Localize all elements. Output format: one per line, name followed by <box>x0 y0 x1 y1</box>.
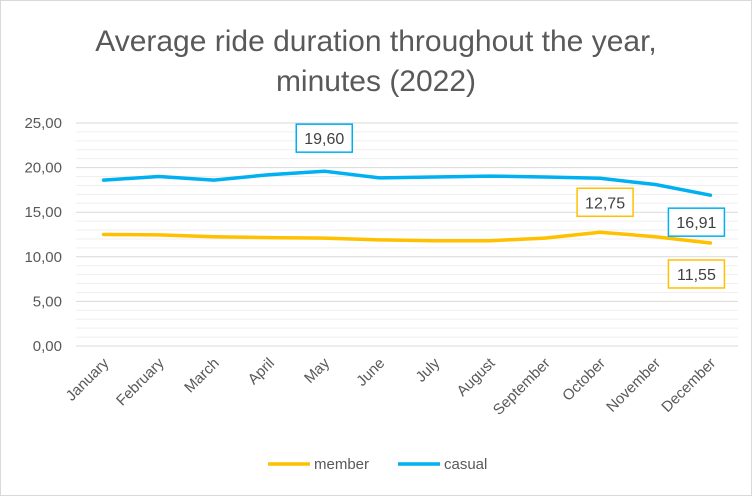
series-lines <box>101 169 713 245</box>
x-tick-label: March <box>181 355 222 396</box>
x-tick-label: October <box>559 355 609 405</box>
y-tick-label: 15,00 <box>24 204 62 221</box>
y-tick-label: 25,00 <box>24 115 62 132</box>
y-tick-label: 20,00 <box>24 160 62 177</box>
legend-label: member <box>314 456 369 473</box>
data-label-box <box>295 123 353 153</box>
data-label-callout: 19,60 <box>295 123 353 153</box>
x-tick-label: August <box>454 354 500 400</box>
series-line-casual <box>101 169 713 197</box>
data-label: 11,55 <box>677 267 716 284</box>
data-label-callout: 16,91 <box>667 207 726 237</box>
data-label-callout: 11,55 <box>667 259 726 289</box>
legend: member casual <box>268 456 487 473</box>
chart-title-line-1: Average ride duration throughout the yea… <box>95 25 657 58</box>
x-axis-tick-labels: January February March April May June July Augu… <box>63 354 720 418</box>
y-tick-label: 5,00 <box>33 293 62 310</box>
legend-entry-casual: casual <box>398 456 487 473</box>
data-label: 16,91 <box>676 215 716 232</box>
gridlines <box>76 122 738 347</box>
x-tick-label: September <box>490 355 554 419</box>
x-tick-label: June <box>353 355 388 390</box>
data-label: 19,60 <box>304 131 344 148</box>
y-tick-label: 0,00 <box>33 338 62 355</box>
x-tick-label: July <box>413 354 444 385</box>
data-label: 12,75 <box>585 195 625 212</box>
y-axis-tick-labels: 25,00 20,00 15,00 10,00 5,00 0,00 <box>24 115 62 355</box>
data-label-box <box>667 259 726 289</box>
data-label-box <box>667 207 726 237</box>
x-tick-label: February <box>113 354 168 409</box>
series-line-member <box>101 230 713 245</box>
x-tick-label: November <box>603 355 664 416</box>
x-tick-label: May <box>301 354 333 386</box>
data-label-box <box>576 187 634 218</box>
legend-label: casual <box>444 456 487 473</box>
chart-title-line-2: minutes (2022) <box>275 65 477 98</box>
x-tick-label: December <box>658 355 719 416</box>
chart-title: Average ride duration throughout the yea… <box>0 22 752 102</box>
data-label-callout: 12,75 <box>576 187 634 218</box>
legend-entry-member: member <box>268 456 369 473</box>
data-callouts: 19,60 12,75 16,91 11,55 <box>295 123 726 289</box>
x-tick-label: January <box>63 354 113 404</box>
x-tick-label: April <box>245 355 278 388</box>
y-tick-label: 10,00 <box>24 249 62 266</box>
